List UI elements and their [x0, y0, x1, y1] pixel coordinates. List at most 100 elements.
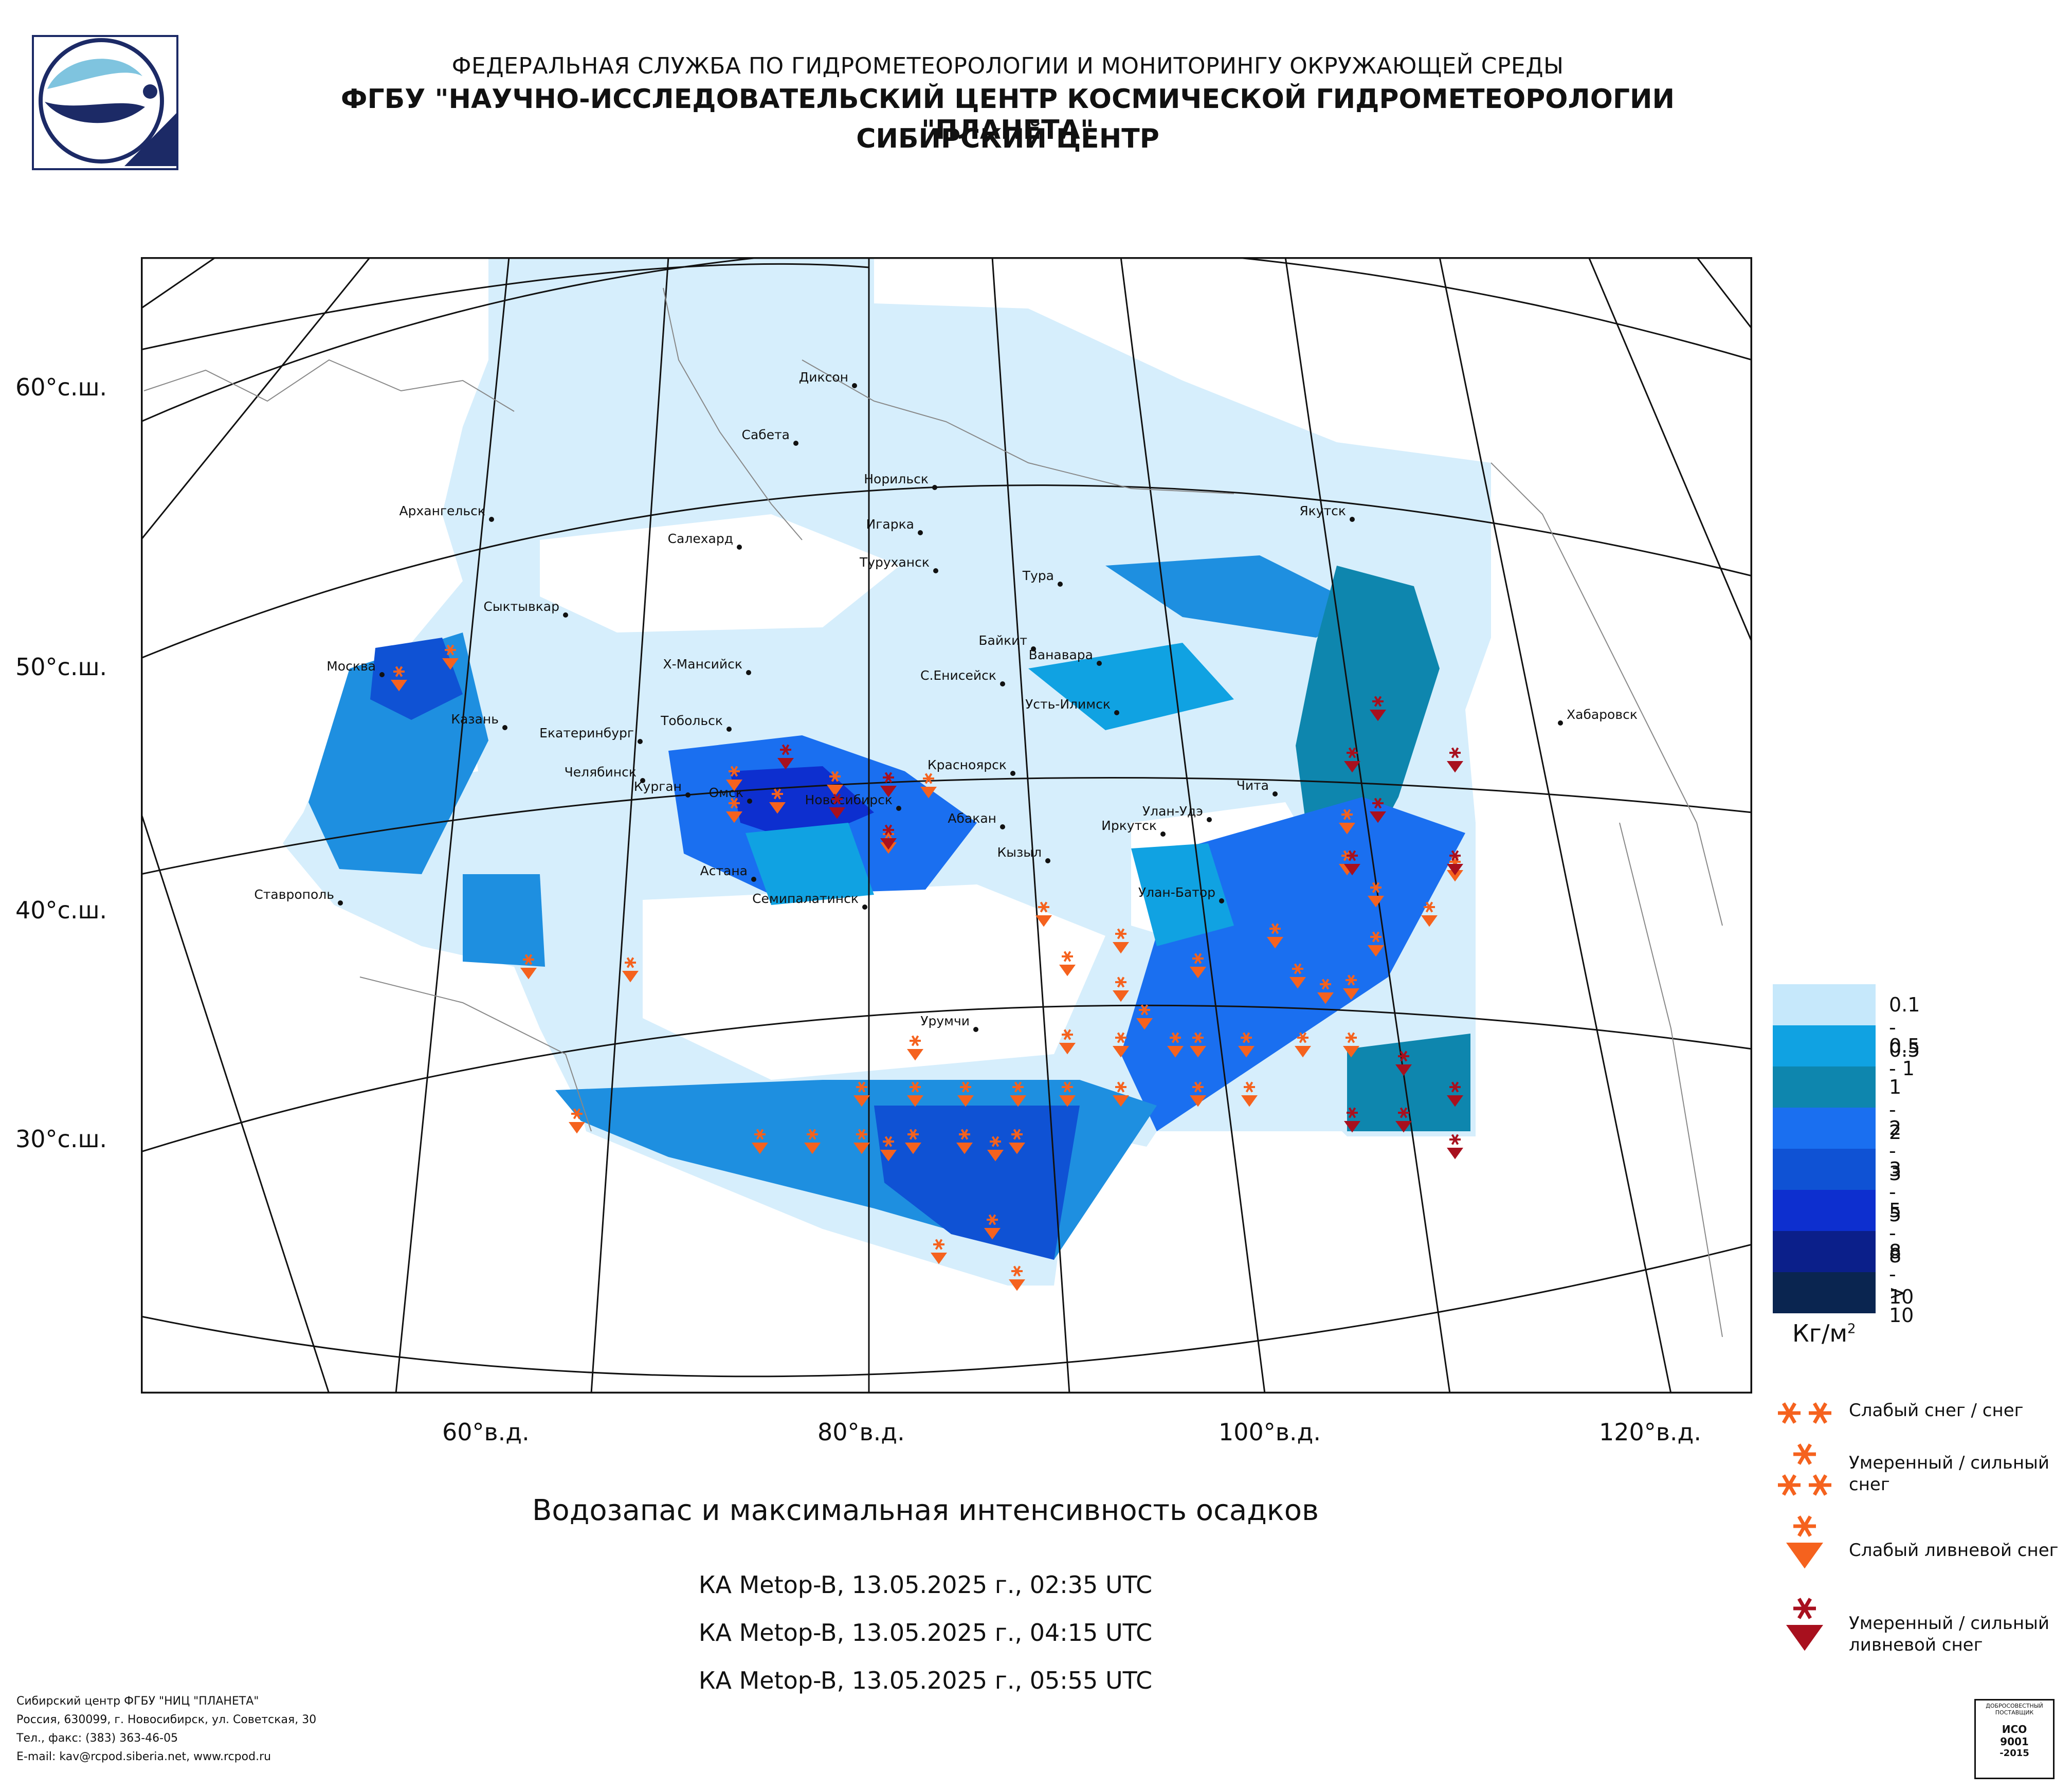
heavy-shower-snow-symbol	[1395, 1107, 1412, 1133]
city-marker	[379, 672, 385, 677]
city-marker	[1000, 824, 1005, 829]
city-label: Семипалатинск	[752, 891, 859, 906]
city-marker	[1207, 817, 1212, 822]
light-shower-snow-symbol	[1059, 1029, 1076, 1055]
heavy-shower-snow-symbol	[880, 772, 897, 798]
iso-top-text: ДОБРОСОВЕСТНЫЙ ПОСТАВЩИК	[1986, 1703, 2043, 1716]
units-superscript: 2	[1847, 1321, 1856, 1337]
symbol-legend-icons	[1778, 1402, 1831, 1651]
light-shower-snow-symbol	[1035, 901, 1052, 927]
legend-label: > 10	[1889, 1281, 1914, 1327]
latitude-line	[141, 257, 1752, 423]
city-marker	[1558, 720, 1563, 726]
city-label: Челябинск	[565, 765, 637, 780]
legend-heavy-shower-1: Умеренный / сильный	[1849, 1613, 2049, 1634]
band-light	[463, 874, 545, 967]
light-shower-snow-symbol	[1190, 953, 1206, 979]
heavy-shower-snow-symbol	[829, 793, 845, 819]
light-shower-snow-symbol	[1113, 1081, 1129, 1107]
city-label: Салехард	[668, 531, 733, 546]
heavy-shower-snow-symbol	[1344, 850, 1360, 876]
light-shower-snow-symbol	[1339, 809, 1355, 835]
city-marker	[1350, 517, 1355, 522]
city-label: Новосибирск	[805, 792, 893, 807]
city-label: Туруханск	[859, 555, 930, 570]
coastline	[1491, 462, 1723, 926]
longitude-line	[141, 257, 216, 310]
lon-label-60: 60°в.д.	[442, 1418, 530, 1446]
city-marker	[852, 383, 857, 388]
heavy-shower-snow-symbol	[1395, 1051, 1412, 1076]
footer-address: Россия, 630099, г. Новосибирск, ул. Сове…	[16, 1713, 317, 1726]
band-dark	[370, 638, 463, 720]
header-center: СИБИРСКИЙ ЦЕНТР	[856, 123, 1159, 154]
city-label: Хабаровск	[1567, 707, 1638, 722]
legend-moderate-snow-2: снег	[1849, 1474, 1890, 1495]
heavy-shower-snow-symbol	[777, 744, 794, 770]
lon-label-120: 120°в.д.	[1599, 1418, 1701, 1446]
longitude-line	[991, 257, 1070, 1394]
light-shower-snow-symbol	[1167, 1032, 1184, 1058]
city-marker	[1219, 898, 1224, 903]
legend-swatch	[1773, 1272, 1876, 1313]
light-shower-snow-symbol	[1238, 1032, 1255, 1058]
iso-l3: -2015	[2000, 1748, 2029, 1759]
heavy-shower-snow-symbol	[1447, 747, 1463, 773]
latitude-line	[141, 1004, 1752, 1153]
pass-3: КА Metop-B, 13.05.2025 г., 05:55 UTC	[698, 1667, 1153, 1694]
light-shower-snow-symbol	[1190, 1081, 1206, 1107]
heavy-shower-snow-symbol	[1447, 850, 1463, 876]
light-snow-icon	[1778, 1402, 1831, 1424]
band-teal	[1347, 1034, 1470, 1131]
pass-2: КА Metop-B, 13.05.2025 г., 04:15 UTC	[698, 1619, 1153, 1647]
city-marker	[726, 727, 732, 732]
light-shower-snow-symbol	[905, 1129, 921, 1154]
light-shower-snow-symbol	[1241, 1081, 1258, 1107]
light-shower-snow-symbol	[442, 644, 459, 670]
city-marker	[1097, 661, 1102, 666]
lat-label-30: 30°с.ш.	[15, 1125, 107, 1153]
light-shower-snow-symbol	[622, 957, 639, 983]
band-light	[1131, 843, 1234, 946]
city-label: Байкит	[978, 633, 1027, 648]
light-shower-snow-symbol	[1113, 1032, 1129, 1058]
legend-label: 5 - 8	[1889, 1199, 1902, 1267]
city-marker	[638, 739, 643, 744]
coastline	[1619, 822, 1723, 1337]
iso-certification-badge: ДОБРОСОВЕСТНЫЙ ПОСТАВЩИК ИСО 9001 -2015	[1974, 1699, 2055, 1779]
legend-light-shower: Слабый ливневой снег	[1849, 1540, 2059, 1561]
city-marker	[685, 792, 690, 798]
heavy-shower-snow-symbol	[1447, 1134, 1463, 1160]
light-shower-snow-symbol	[1059, 951, 1076, 976]
heavy-shower-snow-symbol	[1447, 1081, 1463, 1107]
light-shower-snow-symbol	[880, 1136, 897, 1162]
heavy-shower-snow-symbol	[1370, 696, 1386, 721]
city-marker	[918, 530, 923, 535]
legend-swatch	[1773, 1066, 1876, 1108]
light-shower-snow-symbol	[956, 1129, 973, 1154]
light-shower-snow-symbol	[920, 773, 937, 799]
planeta-logo	[32, 35, 178, 170]
light-shower-snow-symbol	[1113, 928, 1129, 954]
city-marker	[1273, 791, 1278, 797]
city-marker	[1031, 646, 1036, 652]
iso-l1: ИСО	[2002, 1723, 2027, 1735]
light-shower-snow-symbol	[1009, 1265, 1025, 1291]
longitude-line	[1588, 257, 1752, 643]
city-label: Урумчи	[920, 1014, 970, 1028]
light-shower-snow-symbol	[1421, 901, 1438, 927]
city-marker	[1160, 831, 1166, 837]
light-shower-snow-symbol	[1295, 1032, 1311, 1058]
city-label: Улан-Батор	[1138, 885, 1215, 900]
light-shower-snow-symbol	[726, 798, 742, 823]
city-label: Курган	[634, 779, 682, 794]
band-light	[1028, 643, 1234, 730]
city-label: Ванавара	[1029, 647, 1093, 662]
city-label: Абакан	[948, 811, 996, 826]
swath-clear	[643, 884, 1105, 1080]
swath-clear	[540, 514, 900, 632]
longitude-line	[1439, 257, 1672, 1394]
city-label: Сыктывкар	[483, 599, 559, 614]
legend-swatch	[1773, 1231, 1876, 1272]
city-label: Тобольск	[660, 713, 723, 728]
